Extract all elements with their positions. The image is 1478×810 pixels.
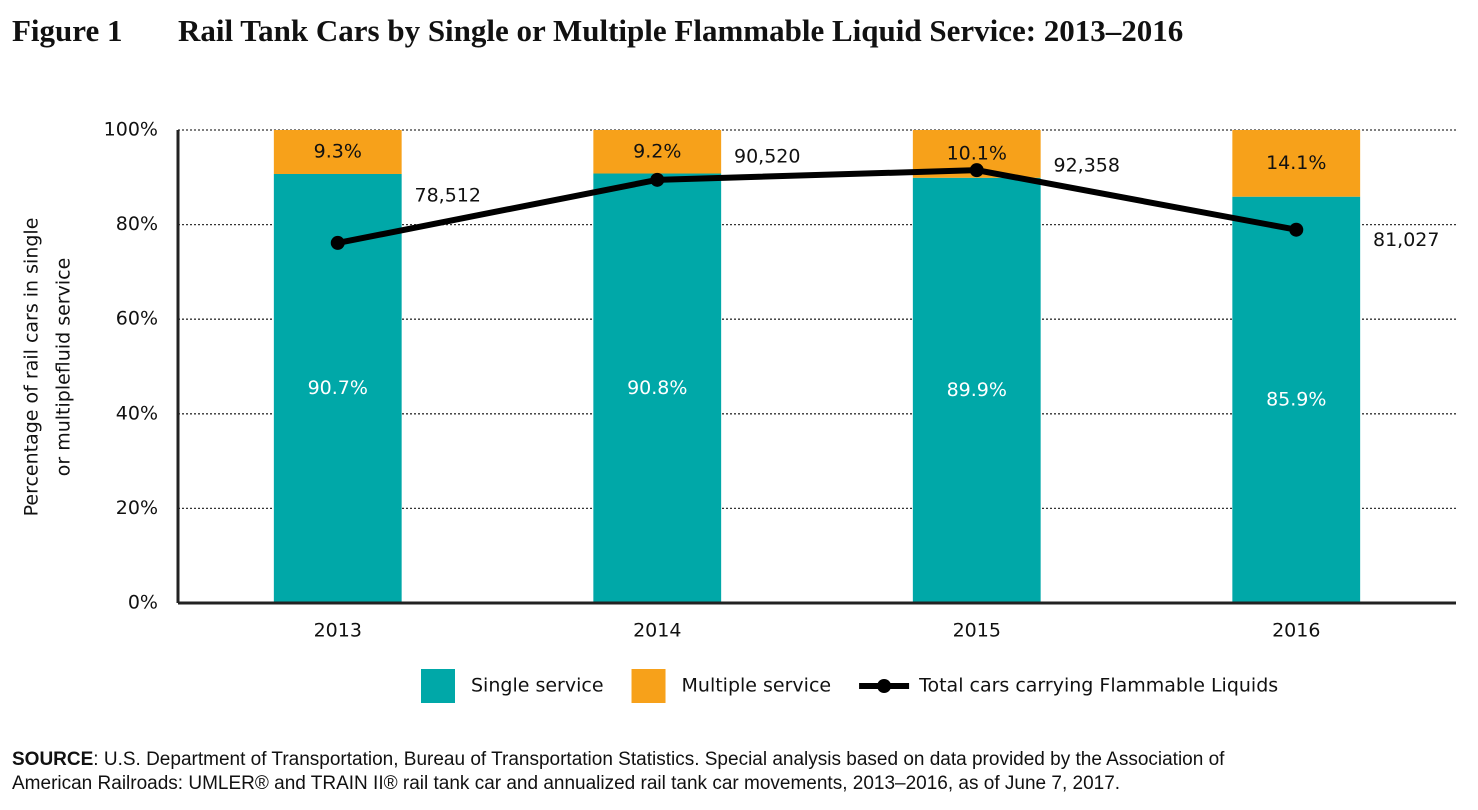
x-tick-label: 2015 (953, 620, 1001, 642)
line-point (330, 235, 345, 250)
legend-swatch (631, 669, 666, 703)
x-tick-label: 2016 (1272, 620, 1320, 642)
line (337, 167, 1297, 246)
x-tick-label: 2013 (314, 620, 362, 642)
line-value-label: 78,512 (415, 184, 481, 206)
line-point (969, 163, 984, 178)
legend-label: Multiple service (682, 675, 832, 697)
legend-label: Single service (471, 675, 604, 697)
bar-segment (1232, 196, 1361, 603)
line-point (650, 172, 665, 187)
line-value-label: 81,027 (1373, 229, 1439, 251)
bar-segment (593, 173, 722, 604)
bar-value-label: 90.8% (627, 377, 687, 399)
source-note: SOURCE: U.S. Department of Transportatio… (12, 748, 1224, 796)
bar-value-label: 89.9% (947, 379, 1007, 401)
bar-value-label: 14.1% (1266, 152, 1326, 174)
line-value-label: 92,358 (1054, 155, 1120, 177)
source-label: SOURCE (12, 749, 94, 770)
bar-value-label: 10.1% (947, 142, 1007, 164)
bar-segment (912, 177, 1041, 603)
chart: Figure 1 Rail Tank Cars by Single or Mul… (12, 13, 1456, 703)
figure-label: Figure 1 (12, 13, 123, 48)
x-tick-label: 2014 (633, 620, 681, 642)
bar-value-label: 90.7% (308, 377, 368, 399)
y-tick-label: 100% (104, 119, 158, 141)
legend-marker (877, 679, 892, 693)
y-tick-label: 0% (128, 592, 158, 614)
y-axis-label: or multiplefluid service (53, 258, 75, 477)
bar-segment (593, 130, 722, 174)
source-text: : U.S. Department of Transportation, Bur… (93, 749, 1225, 770)
y-axis-label: Percentage of rail cars in single (21, 218, 43, 517)
y-tick-label: 40% (116, 402, 158, 424)
y-tick-label: 80% (116, 213, 158, 235)
legend-label: Total cars carrying Flammable Liquids (918, 675, 1278, 697)
line-value-label: 90,520 (734, 145, 800, 167)
bar-value-label: 9.2% (633, 140, 681, 162)
bar-value-label: 9.3% (314, 140, 362, 162)
source-text: American Railroads: UMLER® and TRAIN II®… (12, 773, 1121, 794)
y-tick-label: 20% (116, 497, 158, 519)
chart-title: Rail Tank Cars by Single or Multiple Fla… (178, 13, 1183, 48)
line-point (1289, 222, 1304, 237)
legend-swatch (421, 669, 455, 703)
y-tick-label: 60% (116, 308, 158, 330)
bar-segment (1232, 130, 1361, 197)
bar-segment (273, 130, 402, 174)
bar-value-label: 85.9% (1266, 388, 1326, 410)
